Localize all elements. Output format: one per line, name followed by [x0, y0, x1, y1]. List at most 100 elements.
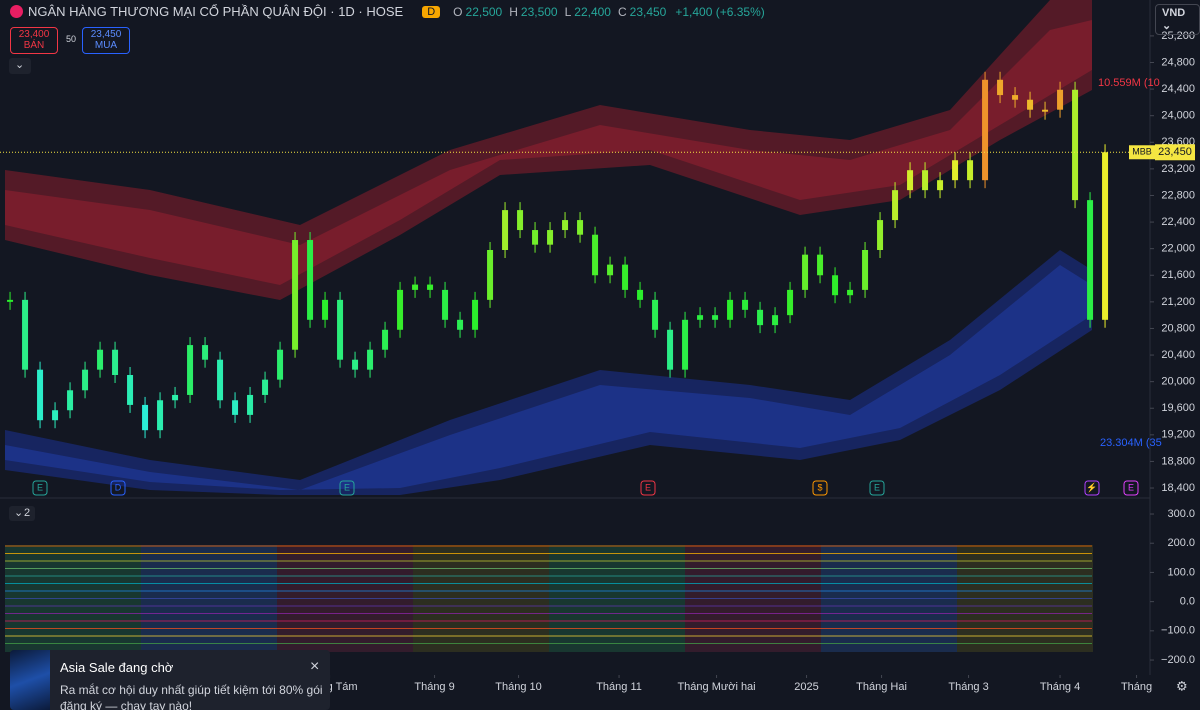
close-button[interactable]: × — [310, 658, 320, 675]
candle — [997, 79, 1004, 96]
candle — [412, 284, 419, 290]
promo-title: Asia Sale đang chờ — [60, 660, 174, 675]
candle — [352, 359, 359, 370]
y-tick-label: 24,800 — [1161, 56, 1195, 68]
candle — [937, 180, 944, 191]
candle — [1012, 95, 1019, 100]
candle — [487, 249, 494, 300]
x-tick-label: Tháng 10 — [495, 681, 541, 693]
upper-band-inner — [5, 20, 1092, 285]
y-tick-label: 20,000 — [1161, 376, 1195, 388]
ohlc-key: L — [564, 4, 572, 19]
x-tick-label: Tháng Mười hai — [677, 681, 755, 693]
candle — [592, 234, 599, 276]
price-tag-bg — [1155, 144, 1195, 161]
y-tick-label: 23,200 — [1161, 163, 1195, 175]
candle — [547, 230, 554, 245]
change: +1,400 (+6.35%) — [675, 4, 765, 19]
y-tick-label: −100.0 — [1161, 625, 1195, 637]
y-tick-label: 19,200 — [1161, 429, 1195, 441]
candle — [682, 319, 689, 370]
candle — [397, 289, 404, 330]
candle — [832, 275, 839, 296]
candle — [1057, 89, 1064, 110]
ohlc: O 22,500 H 23,500 L 22,400 C 23,450 — [453, 5, 670, 19]
event-label: ⚡ — [1086, 481, 1097, 493]
ohlc-value: 22,400 — [574, 4, 611, 19]
ohlc-value: 22,500 — [465, 4, 503, 19]
sell-label: BÁN — [23, 40, 45, 51]
candle — [112, 349, 119, 375]
y-tick-label: 20,800 — [1161, 322, 1195, 334]
settings-icon[interactable]: ⚙ — [1176, 678, 1188, 693]
candle — [532, 230, 539, 245]
event-label: E — [1128, 482, 1134, 492]
candle — [7, 299, 14, 302]
candle — [202, 345, 209, 360]
x-tick-label: Tháng 11 — [596, 681, 642, 693]
currency-select[interactable]: VND ⌄ — [1155, 4, 1200, 35]
symbol-tag-bg — [1129, 145, 1155, 160]
band-label: 10.559M (10 — [1098, 77, 1160, 89]
candle — [307, 240, 314, 320]
event-marker — [869, 480, 885, 496]
buy-button[interactable]: 23,450 MUA — [82, 27, 130, 54]
candle — [967, 160, 974, 181]
buy-label: MUA — [94, 40, 118, 51]
price-tag: 23,450 — [1158, 146, 1192, 158]
candle — [1027, 99, 1034, 110]
candle — [712, 315, 719, 320]
event-label: E — [344, 482, 350, 492]
candle — [172, 394, 179, 401]
candle — [502, 210, 509, 250]
y-tick-label: 20,400 — [1161, 349, 1195, 361]
y-tick-label: 300.0 — [1167, 508, 1195, 520]
promo-image — [10, 650, 50, 710]
candle — [1087, 200, 1094, 320]
pane-toggle[interactable] — [9, 506, 35, 521]
y-tick-label: 21,600 — [1161, 269, 1195, 281]
y-tick-label: 100.0 — [1167, 566, 1195, 578]
logo — [10, 5, 23, 18]
event-label: D — [115, 482, 122, 492]
candle — [637, 289, 644, 300]
candle — [217, 359, 224, 401]
candle — [277, 349, 284, 380]
y-tick-label: 200.0 — [1167, 537, 1195, 549]
candle — [622, 264, 629, 290]
y-tick-label: 22,800 — [1161, 189, 1195, 201]
candle — [427, 284, 434, 290]
candle — [847, 289, 854, 296]
x-tick-label: Tháng 4 — [1040, 681, 1080, 693]
y-tick-label: 24,400 — [1161, 83, 1195, 95]
candle — [1042, 109, 1049, 112]
event-label: E — [874, 482, 880, 492]
candle — [97, 349, 104, 370]
candle — [817, 254, 824, 276]
candle — [907, 170, 914, 191]
collapse-toggle[interactable] — [9, 58, 31, 74]
y-tick-label: 22,000 — [1161, 243, 1195, 255]
candle — [292, 240, 299, 350]
candle — [697, 315, 704, 320]
candle — [577, 220, 584, 235]
symbol-title[interactable]: NGÂN HÀNG THƯƠNG MẠI CỔ PHẦN QUÂN ĐỘI · … — [28, 4, 404, 19]
event-marker — [32, 480, 48, 496]
candle — [67, 390, 74, 411]
ohlc-key: H — [509, 4, 518, 19]
candle — [652, 299, 659, 330]
sell-button[interactable]: 23,400 BÁN — [10, 27, 58, 54]
lower-band — [5, 250, 1092, 495]
candle — [22, 299, 29, 370]
candle — [742, 299, 749, 310]
y-tick-label: 0.0 — [1180, 596, 1195, 608]
upper-band — [5, 0, 1092, 300]
candle — [607, 264, 614, 276]
candle — [862, 249, 869, 290]
candle — [892, 190, 899, 221]
candle — [922, 170, 929, 191]
event-label: E — [37, 482, 43, 492]
candle — [802, 254, 809, 290]
candle — [382, 329, 389, 350]
